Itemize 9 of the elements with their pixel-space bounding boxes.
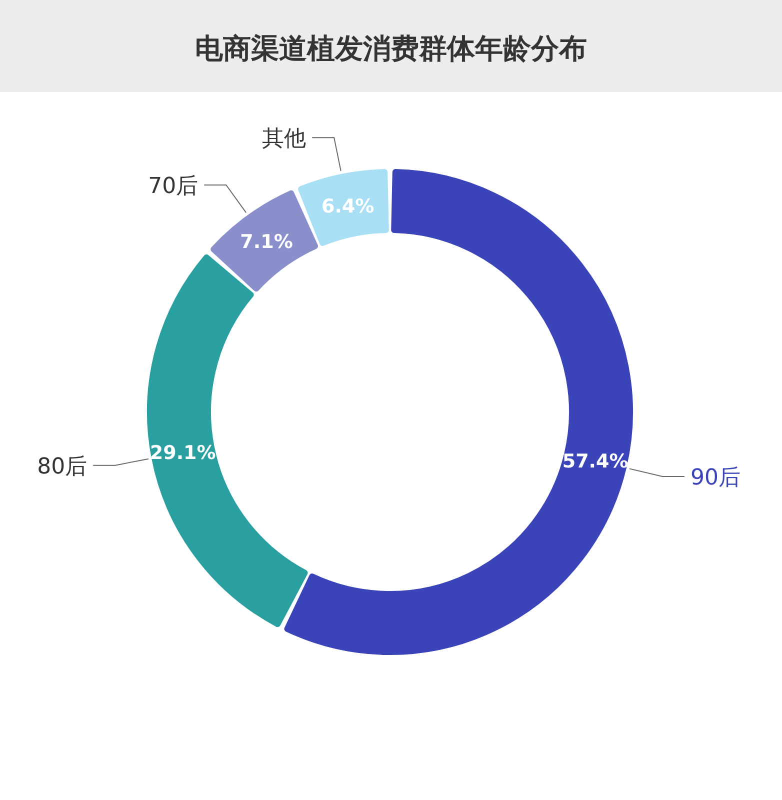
data-label: 57.4% <box>562 450 628 473</box>
data-label: 7.1% <box>240 230 293 253</box>
chart-title: 电商渠道植发消费群体年龄分布 <box>195 32 587 65</box>
slice-label: 90后 <box>690 466 740 491</box>
slice-label: 其他 <box>262 126 306 152</box>
slice-label: 80后 <box>37 454 88 480</box>
data-label: 6.4% <box>322 195 374 218</box>
slice-label: 70后 <box>148 174 198 199</box>
data-label: 29.1% <box>150 442 216 464</box>
